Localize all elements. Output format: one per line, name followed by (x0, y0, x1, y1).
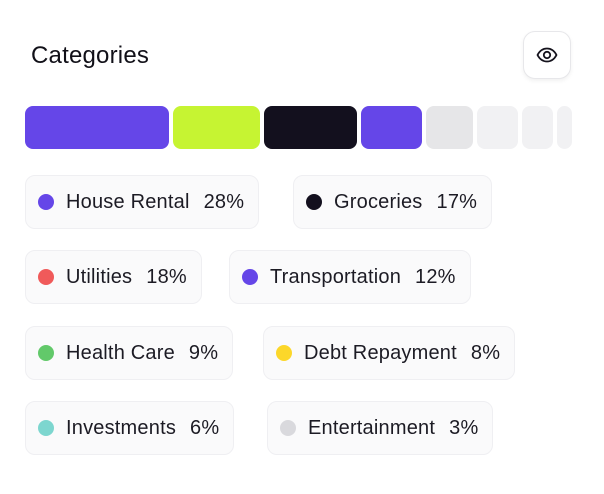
bar-segment-house-rental (25, 106, 169, 149)
legend-label: Health Care (66, 341, 175, 364)
legend-percent: 6% (190, 416, 220, 439)
color-dot (38, 420, 54, 436)
legend-percent: 8% (470, 341, 501, 364)
bar-segment-health-care (426, 106, 473, 149)
legend-chip-health-care[interactable]: Health Care 9% (25, 326, 234, 380)
color-dot (38, 345, 54, 361)
legend-percent: 12% (415, 265, 456, 288)
legend-chip-entertainment[interactable]: Entertainment 3% (267, 401, 494, 455)
legend-label: Groceries (334, 190, 423, 213)
legend-chip-investments[interactable]: Investments 6% (25, 401, 235, 455)
legend-percent: 17% (436, 190, 478, 213)
bar-segment-transportation (360, 106, 423, 149)
legend-label: Entertainment (308, 416, 436, 439)
color-dot (38, 269, 54, 285)
bar-segment-groceries (172, 106, 261, 149)
legend-label: House Rental (66, 190, 190, 213)
color-dot (306, 194, 322, 210)
legend-percent: 18% (146, 265, 187, 288)
bar-segment-investments (521, 106, 553, 149)
legend-label: Utilities (66, 265, 133, 288)
color-dot (276, 345, 292, 361)
legend-chip-house-rental[interactable]: House Rental 28% (25, 175, 260, 229)
legend-chip-groceries[interactable]: Groceries 17% (293, 175, 493, 229)
legend-percent: 9% (188, 341, 219, 364)
legend-percent: 28% (203, 190, 245, 213)
color-dot (242, 269, 258, 285)
page-title: Categories (31, 42, 150, 69)
legend-chip-utilities[interactable]: Utilities 18% (25, 250, 202, 304)
eye-icon (535, 43, 559, 67)
color-dot (280, 420, 296, 436)
legend-chip-debt-repayment[interactable]: Debt Repayment 8% (263, 326, 516, 380)
bar-segment-utilities (264, 106, 357, 149)
bar-segment-debt-repayment (476, 106, 518, 149)
bar-segment-entertainment (556, 106, 572, 149)
legend-chip-transportation[interactable]: Transportation 12% (229, 250, 471, 304)
visibility-toggle-button[interactable] (523, 31, 571, 79)
legend-percent: 3% (449, 416, 479, 439)
color-dot (38, 194, 54, 210)
legend-label: Debt Repayment (304, 341, 457, 364)
legend-label: Transportation (270, 265, 402, 288)
legend-label: Investments (66, 416, 177, 439)
category-distribution-bar (25, 106, 572, 149)
